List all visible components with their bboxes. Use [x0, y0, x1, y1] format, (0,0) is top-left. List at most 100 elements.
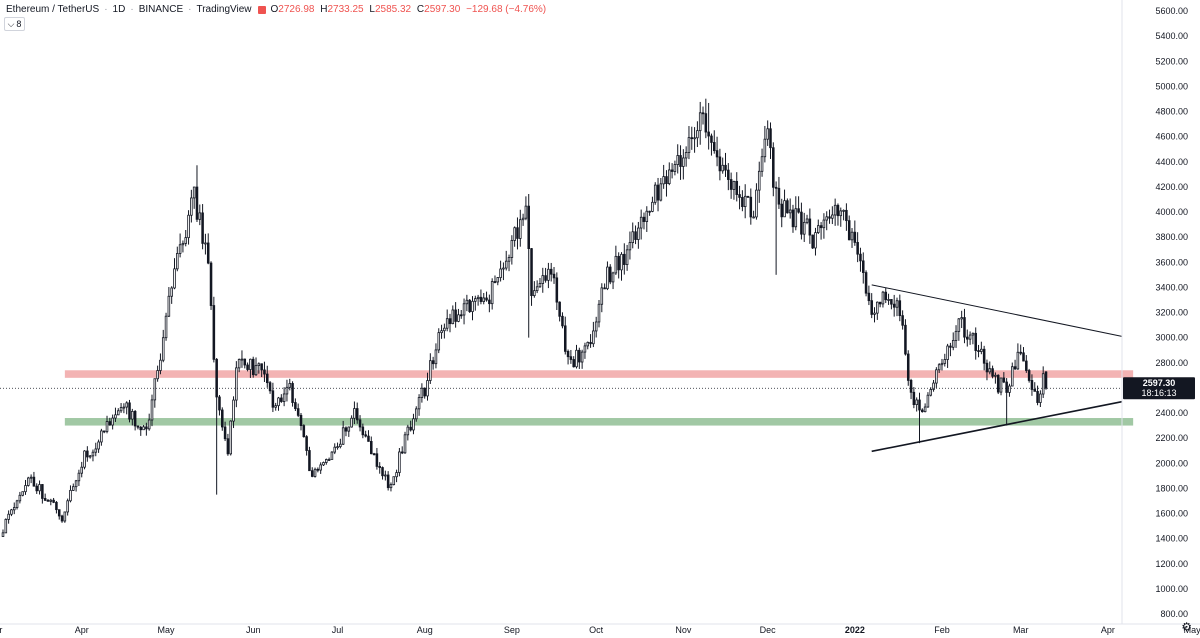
candle-body: [403, 434, 407, 454]
candle-body: [386, 474, 390, 489]
candle: [1002, 372, 1006, 384]
candle-body: [429, 360, 432, 381]
candle: [479, 289, 483, 305]
candle: [966, 329, 969, 347]
candle: [10, 508, 13, 517]
candle-body: [825, 216, 828, 221]
price-axis[interactable]: 5600.00 5400.00 5200.00 5000.00 4800.00 4600.…: [1121, 0, 1188, 624]
candle: [192, 186, 196, 209]
candle: [822, 213, 826, 239]
candle: [639, 209, 643, 240]
price-tick-label: 4800.00: [1155, 107, 1188, 117]
candle-body: [951, 340, 955, 348]
candle: [890, 298, 893, 310]
candle-body: [313, 468, 317, 477]
candle: [996, 374, 1000, 395]
candle-body: [741, 197, 744, 208]
candle: [833, 198, 837, 226]
candle-body: [94, 448, 98, 453]
candle-body: [476, 296, 480, 300]
candle: [684, 146, 688, 167]
candle: [853, 220, 857, 246]
candle: [817, 219, 820, 235]
candle-body: [783, 200, 786, 218]
candle-body: [524, 205, 528, 219]
candle-countdown: 18:16:13: [1141, 388, 1176, 398]
candle-body: [277, 397, 280, 407]
candle-body: [721, 164, 724, 172]
candle: [921, 408, 924, 413]
candle-body: [108, 421, 112, 426]
candle: [752, 210, 755, 219]
candle: [263, 361, 266, 382]
candle: [257, 362, 261, 374]
candle-body: [530, 248, 533, 297]
candle-body: [653, 184, 657, 203]
candle: [1039, 390, 1042, 407]
candle: [904, 319, 907, 356]
candle-body: [381, 467, 384, 477]
candle-body: [701, 112, 705, 115]
candle-body: [937, 364, 941, 371]
indicators-toggle-button[interactable]: ⌵ 8: [4, 17, 25, 31]
candle: [974, 327, 977, 360]
candle: [229, 420, 232, 456]
candle: [1036, 385, 1039, 406]
candle: [704, 98, 708, 139]
candle-body: [800, 211, 803, 235]
candle-body: [808, 218, 812, 236]
candle: [420, 383, 424, 403]
candle-body: [963, 317, 966, 338]
price-tick-label: 1400.00: [1155, 534, 1188, 544]
candle: [729, 172, 733, 199]
candle-body: [901, 315, 904, 326]
candle-body: [285, 386, 289, 395]
candle-body: [72, 486, 75, 491]
candle: [881, 290, 885, 308]
candle: [586, 341, 590, 350]
candle: [74, 479, 78, 492]
candle-body: [471, 300, 474, 313]
candle: [429, 353, 432, 384]
candle-body: [842, 209, 845, 212]
time-axis[interactable]: Mar Apr May Jun Jul Aug Sep Oct Nov Dec 2022 Feb Mar…: [0, 623, 1200, 635]
candle-body: [729, 179, 733, 190]
candle: [43, 493, 47, 502]
candle-body: [1013, 366, 1017, 370]
candle-body: [274, 405, 277, 408]
candle: [131, 408, 134, 426]
candle: [878, 301, 882, 308]
candle-body: [850, 231, 854, 241]
candle: [153, 378, 157, 408]
candle: [187, 210, 190, 245]
candle: [578, 347, 581, 369]
candle-body: [684, 152, 688, 159]
candle: [344, 426, 348, 437]
candle-body: [66, 500, 69, 513]
candle: [651, 196, 654, 213]
candle-body: [645, 210, 649, 222]
candle: [991, 365, 994, 379]
symbol-title[interactable]: Ethereum / TetherUS: [6, 4, 100, 15]
candle: [772, 142, 775, 197]
candle: [347, 426, 351, 437]
candle: [322, 461, 325, 467]
candle: [139, 425, 143, 436]
candle-body: [1036, 390, 1039, 403]
candle: [280, 394, 283, 403]
candle: [957, 318, 961, 341]
candle: [341, 420, 345, 446]
candle: [389, 482, 393, 492]
candle: [769, 122, 772, 159]
candle: [181, 240, 185, 253]
candle: [994, 372, 997, 384]
candle-body: [468, 299, 471, 313]
interval-label[interactable]: 1D: [112, 4, 126, 15]
candle-body: [350, 417, 353, 428]
candle: [251, 356, 255, 378]
candle-body: [757, 170, 761, 191]
gear-icon[interactable]: ⚙: [1181, 620, 1192, 634]
candle: [614, 245, 618, 275]
candle: [918, 392, 921, 444]
